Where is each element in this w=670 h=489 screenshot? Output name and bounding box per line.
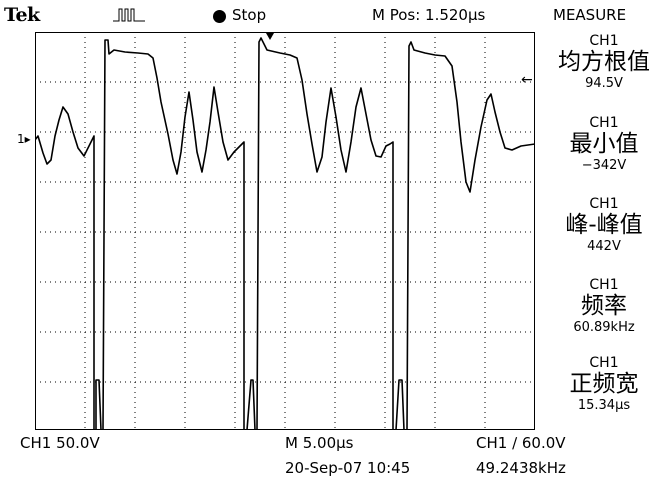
measure-item-2[interactable]: CH1 最小值 −342V (538, 115, 670, 174)
channel-1-ground-marker: 1▸ (17, 132, 31, 146)
waveform-display (35, 32, 535, 430)
measure-item-5[interactable]: CH1 正频宽 15.34µs (538, 355, 670, 414)
measure-value: −342V (581, 158, 627, 173)
measure-name: 频率 (581, 293, 627, 319)
measure-item-4[interactable]: CH1 频率 60.89kHz (538, 277, 670, 336)
measure-value: 442V (587, 239, 621, 254)
measure-value: 94.5V (585, 76, 623, 91)
measure-name: 最小值 (569, 131, 639, 157)
run-stop-icon (213, 10, 226, 23)
measure-panel: CH1 均方根值 94.5V CH1 最小值 −342V CH1 峰-峰值 44… (538, 32, 670, 430)
trigger-icon (113, 8, 145, 22)
selected-measure-arrow-icon: ← (521, 72, 533, 88)
trigger-setting: CH1 ∕ 60.0V (476, 434, 566, 452)
measure-channel: CH1 (589, 196, 619, 212)
measure-channel: CH1 (589, 355, 619, 371)
measure-name: 均方根值 (558, 49, 650, 75)
datetime: 20-Sep-07 10:45 (285, 459, 411, 477)
ch1-vertical-scale: CH1 50.0V (20, 434, 100, 452)
measure-channel: CH1 (589, 277, 619, 293)
trigger-position-icon (266, 33, 274, 40)
measure-item-1[interactable]: CH1 均方根值 94.5V (538, 33, 670, 92)
menu-title: MEASURE (553, 6, 627, 24)
measure-value: 60.89kHz (573, 320, 635, 335)
measure-name: 正频宽 (569, 371, 639, 397)
timebase-scale: M 5.00µs (285, 434, 354, 452)
trigger-frequency: 49.2438kHz (476, 459, 566, 477)
measure-channel: CH1 (589, 33, 619, 49)
measure-name: 峰-峰值 (565, 212, 643, 238)
run-state: Stop (232, 6, 267, 24)
center-axes (35, 32, 535, 430)
measure-channel: CH1 (589, 115, 619, 131)
measure-item-3[interactable]: CH1 峰-峰值 442V (538, 196, 670, 255)
measure-value: 15.34µs (577, 398, 631, 413)
horizontal-position: M Pos: 1.520µs (372, 6, 486, 24)
ch1-trace (35, 37, 535, 430)
brand-logo: Tek (4, 4, 40, 26)
